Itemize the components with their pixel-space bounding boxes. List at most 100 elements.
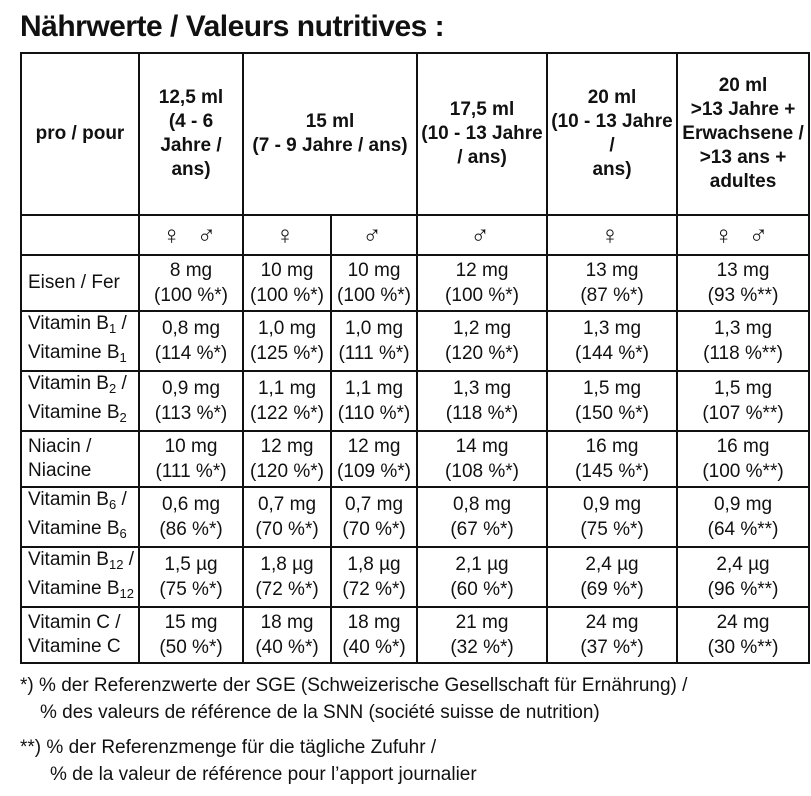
amount-value: 21 mg — [455, 612, 509, 633]
nutrient-label-line: Vitamine B1 — [28, 341, 136, 369]
percent-value: (145 %*) — [575, 461, 649, 482]
column-header-line: >13 Jahre + — [690, 99, 796, 120]
value-cell: 0,7 mg (70 %*) — [329, 486, 419, 548]
amount-value: 0,9 mg — [713, 494, 773, 515]
amount-value: 0,8 mg — [161, 318, 221, 339]
percent-value: (72 %*) — [255, 579, 319, 600]
value-cell: 15 mg (50 %*) — [138, 606, 244, 664]
nutrient-subscript: 2 — [108, 381, 117, 396]
amount-value: 2,4 µg — [585, 554, 639, 575]
percent-value: (114 %*) — [154, 343, 228, 364]
nutrient-label-line: Vitamine B6 — [28, 517, 136, 545]
percent-value: (87 %*) — [580, 285, 644, 306]
nutrient-subscript: 1 — [108, 321, 117, 336]
percent-value: (150 %*) — [575, 403, 649, 424]
gender-symbol-icon: ♂ — [329, 214, 419, 256]
column-header-line: (10 - 13 Jahre / — [551, 111, 673, 156]
nutrient-label: Vitamin B2 /Vitamine B2 — [20, 370, 140, 432]
amount-value: 1,3 mg — [713, 318, 773, 339]
column-header-line: / ans) — [457, 147, 507, 168]
nutrient-subscript: 1 — [119, 350, 127, 365]
column-header-line: 17,5 ml — [449, 99, 515, 120]
percent-value: (100 %*) — [250, 285, 324, 306]
nutrient-label-text: Vitamin B — [28, 313, 109, 334]
table-row: Niacin / Niacine 10 mg (111 %*) 12 mg (120 %*… — [20, 430, 811, 488]
column-header-line: (10 - 13 Jahre — [421, 123, 543, 144]
nutrient-label-line: Niacine — [28, 460, 92, 481]
value-cell: 1,1 mg (122 %*) — [242, 370, 332, 432]
value-cell: 16 mg (100 %**) — [676, 430, 811, 488]
value-cell: 18 mg (40 %*) — [329, 606, 419, 664]
table-row: Vitamin B12 /Vitamine B12 1,5 µg (75 %*) 1,… — [20, 546, 811, 608]
percent-value: (30 %**) — [707, 637, 779, 658]
amount-value: 1,1 mg — [257, 378, 317, 399]
amount-value: 16 mg — [716, 436, 770, 457]
column-header-line: adultes — [709, 171, 777, 192]
percent-value: (118 %**) — [703, 343, 783, 364]
value-cell: 0,6 mg (86 %*) — [138, 486, 244, 548]
column-header-line: 20 ml — [718, 75, 768, 96]
value-cell: 0,9 mg (75 %*) — [546, 486, 679, 548]
percent-value: (64 %**) — [707, 519, 779, 540]
value-cell: 10 mg (100 %*) — [242, 254, 332, 312]
percent-value: (69 %*) — [580, 579, 644, 600]
nutrition-table: pro / pour 12,5 ml (4 - 6 Jahre / ans) 15 m… — [20, 52, 811, 664]
percent-value: (144 %*) — [575, 343, 649, 364]
nutrient-label-line: Eisen / Fer — [28, 272, 120, 293]
percent-value: (113 %*) — [154, 403, 228, 424]
amount-value: 14 mg — [455, 436, 509, 457]
column-header-5: 20 ml >13 Jahre + Erwachsene / >13 ans + adu… — [676, 52, 811, 216]
amount-value: 10 mg — [260, 260, 314, 281]
percent-value: (70 %*) — [342, 519, 406, 540]
header-row: pro / pour 12,5 ml (4 - 6 Jahre / ans) 15 m… — [20, 52, 811, 216]
percent-value: (40 %*) — [342, 637, 406, 658]
footnote-1-marker: *) — [20, 675, 34, 696]
percent-value: (100 %*) — [154, 285, 228, 306]
column-header-line: 12,5 ml — [158, 87, 224, 108]
amount-value: 0,9 mg — [582, 494, 642, 515]
nutrient-label-text: Vitamin B — [28, 489, 109, 510]
amount-value: 2,1 µg — [455, 554, 509, 575]
amount-value: 12 mg — [455, 260, 509, 281]
gender-symbol-icon: ♀ — [242, 214, 332, 256]
corner-header: pro / pour — [20, 52, 140, 216]
nutrient-label: Vitamin B6 /Vitamine B6 — [20, 486, 140, 548]
amount-value: 1,5 mg — [582, 378, 642, 399]
footnote-2: **) % der Referenzmenge für die tägliche… — [20, 734, 800, 788]
column-header-line: (4 - 6 Jahre / — [160, 111, 222, 156]
amount-value: 12 mg — [347, 436, 401, 457]
nutrient-label-text: Vitamine B — [28, 578, 120, 599]
value-cell: 13 mg (87 %*) — [546, 254, 679, 312]
amount-value: 0,7 mg — [344, 494, 404, 515]
percent-value: (100 %**) — [702, 461, 784, 482]
percent-value: (60 %*) — [450, 579, 514, 600]
value-cell: 21 mg (32 %*) — [416, 606, 549, 664]
value-cell: 12 mg (120 %*) — [242, 430, 332, 488]
nutrient-label: Niacin / Niacine — [20, 430, 140, 488]
amount-value: 1,3 mg — [452, 378, 512, 399]
footnote-1: *) % der Referenzwerte der SGE (Schweize… — [20, 672, 800, 726]
percent-value: (75 %*) — [580, 519, 644, 540]
value-cell: 0,9 mg (113 %*) — [138, 370, 244, 432]
amount-value: 15 mg — [164, 612, 218, 633]
nutrient-label-line: Vitamin C / — [28, 612, 121, 633]
gender-row: ♀ ♂ ♀ ♂ ♂ ♀ ♀ ♂ — [20, 214, 811, 256]
footnotes: *) % der Referenzwerte der SGE (Schweize… — [20, 672, 800, 796]
value-cell: 1,1 mg (110 %*) — [329, 370, 419, 432]
percent-value: (122 %*) — [250, 403, 324, 424]
footnote-2-line2: % de la valeur de référence pour l’appor… — [50, 764, 477, 785]
value-cell: 14 mg (108 %*) — [416, 430, 549, 488]
table-row: Eisen / Fer 8 mg (100 %*) 10 mg (100 %*) 10 m… — [20, 254, 811, 312]
nutrient-label: Vitamin B12 /Vitamine B12 — [20, 546, 140, 608]
nutrient-label-line: Vitamin B12 / — [28, 549, 136, 577]
table-row: Vitamin B2 /Vitamine B2 0,9 mg (113 %*) 1,1… — [20, 370, 811, 432]
amount-value: 1,5 µg — [164, 554, 218, 575]
value-cell: 12 mg (109 %*) — [329, 430, 419, 488]
nutrient-label-line: Niacin / — [28, 436, 92, 457]
nutrient-label-text: Vitamine B — [28, 342, 120, 363]
amount-value: 0,6 mg — [161, 494, 221, 515]
amount-value: 16 mg — [585, 436, 639, 457]
value-cell: 0,7 mg (70 %*) — [242, 486, 332, 548]
amount-value: 0,9 mg — [161, 378, 221, 399]
footnote-2-marker: **) — [20, 737, 42, 758]
